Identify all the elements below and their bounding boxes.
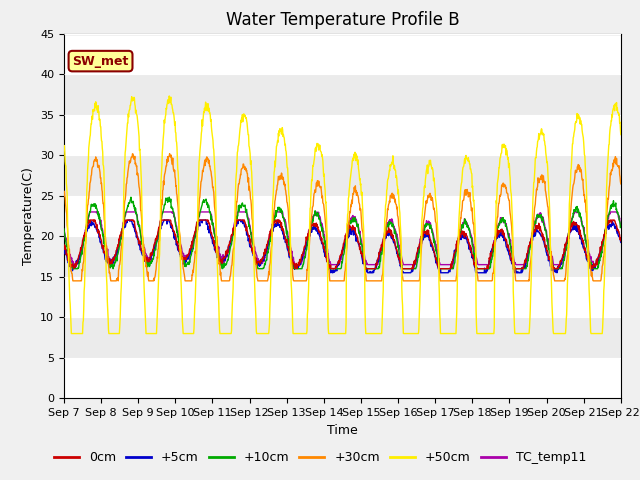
Bar [64,317,621,358]
+30cm [429,206,437,212]
TC_temp11 [552,262,559,267]
+10cm [552,266,559,272]
+30cm [60,189,68,194]
+10cm [165,194,173,200]
X-axis label: Time: Time [327,424,358,437]
Line: +30cm: +30cm [64,154,621,281]
Line: +50cm: +50cm [64,96,621,334]
TC_temp11 [429,232,437,238]
+5cm [329,270,337,276]
+30cm [617,181,625,187]
+30cm [172,174,179,180]
+10cm [502,223,510,229]
+5cm [502,244,510,250]
0cm [552,266,559,272]
Y-axis label: Temperature(C): Temperature(C) [22,167,35,265]
+10cm [429,237,437,242]
+10cm [60,226,68,232]
+10cm [185,260,193,266]
0cm [502,237,510,242]
TC_temp11 [86,209,94,215]
TC_temp11 [185,253,193,259]
0cm [85,217,93,223]
+50cm [502,146,510,152]
0cm [184,252,192,257]
TC_temp11 [247,231,255,237]
0cm [617,238,625,244]
+30cm [69,278,77,284]
+10cm [172,218,179,224]
Line: +10cm: +10cm [64,197,621,269]
+10cm [617,224,625,229]
+5cm [124,217,132,223]
Bar [64,155,621,196]
+50cm [60,144,68,149]
Bar [64,236,621,277]
+30cm [166,151,173,156]
Bar [64,74,621,115]
+50cm [552,331,559,336]
+30cm [502,185,510,191]
+10cm [69,266,77,272]
+5cm [617,240,625,245]
Text: SW_met: SW_met [72,55,129,68]
Line: +5cm: +5cm [64,220,621,273]
+5cm [171,237,179,242]
0cm [60,242,68,248]
0cm [291,266,298,272]
TC_temp11 [70,262,78,267]
+5cm [429,246,437,252]
Legend: 0cm, +5cm, +10cm, +30cm, +50cm, TC_temp11: 0cm, +5cm, +10cm, +30cm, +50cm, TC_temp1… [49,446,591,469]
+50cm [247,157,255,163]
+50cm [429,178,437,183]
TC_temp11 [172,215,179,221]
+5cm [184,254,192,260]
+50cm [67,331,75,336]
Title: Water Temperature Profile B: Water Temperature Profile B [225,11,460,29]
TC_temp11 [617,223,625,228]
+10cm [247,230,255,236]
0cm [246,236,254,242]
+30cm [247,197,255,203]
+50cm [172,119,179,125]
+50cm [165,93,173,99]
+5cm [552,267,559,273]
+5cm [246,244,254,250]
Line: 0cm: 0cm [64,220,621,269]
+30cm [185,278,193,284]
TC_temp11 [60,228,68,234]
0cm [171,231,179,237]
+30cm [552,278,559,284]
+50cm [185,331,193,336]
Line: TC_temp11: TC_temp11 [64,212,621,264]
0cm [429,246,437,252]
+50cm [617,132,625,137]
+5cm [60,246,68,252]
TC_temp11 [502,221,510,227]
